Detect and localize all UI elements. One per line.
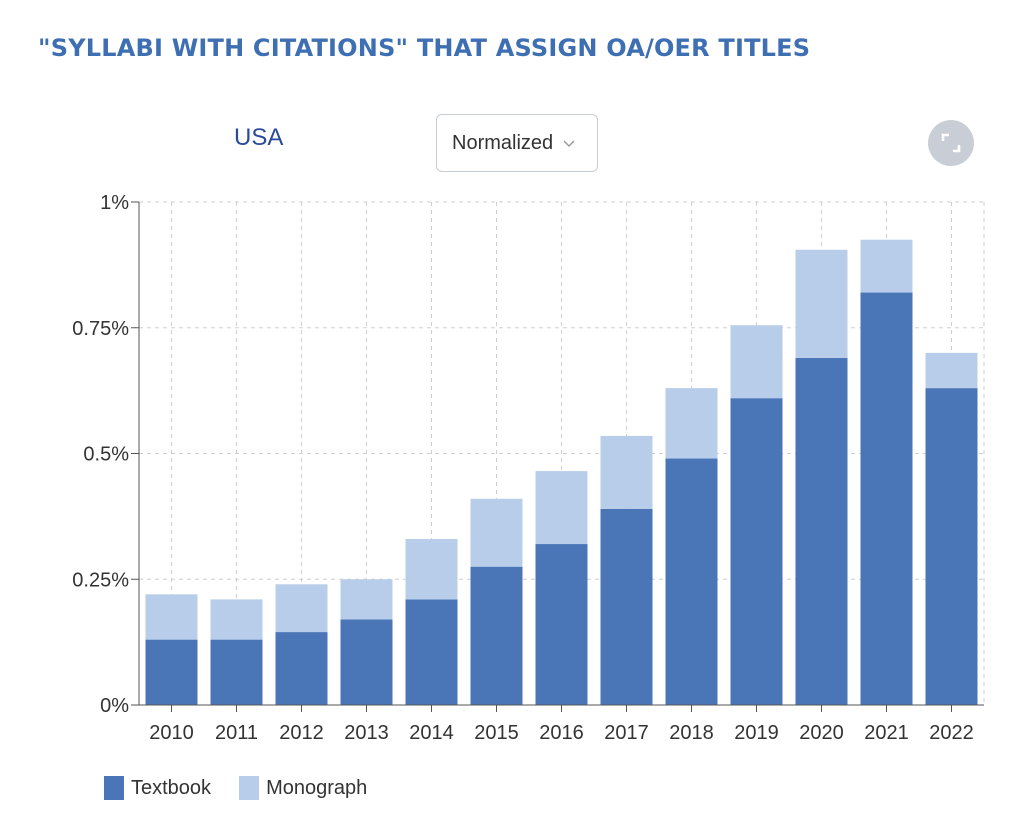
- legend-item-textbook[interactable]: Textbook: [104, 776, 211, 800]
- y-tick-label: 0.25%: [72, 569, 129, 591]
- bar-textbook-2011: [210, 639, 263, 705]
- legend-label-textbook: Textbook: [131, 776, 212, 799]
- x-tick-label: 2014: [409, 722, 454, 744]
- region-label: USA: [234, 124, 284, 151]
- expand-icon: [940, 132, 962, 154]
- y-tick-label: 0.5%: [83, 444, 129, 466]
- bar-monograph-2022: [925, 352, 978, 389]
- normalization-select-value: Normalized: [452, 131, 554, 154]
- bar-textbook-2019: [730, 398, 783, 705]
- bar-textbook-2015: [470, 566, 523, 705]
- bar-monograph-2019: [730, 325, 783, 399]
- x-tick-label: 2017: [604, 722, 649, 744]
- bar-textbook-2022: [925, 388, 978, 705]
- x-tick-label: 2018: [669, 722, 714, 744]
- bar-monograph-2011: [210, 599, 263, 640]
- x-tick-label: 2012: [279, 722, 324, 744]
- x-tick-label: 2019: [734, 722, 779, 744]
- bar-textbook-2020: [795, 357, 848, 705]
- x-tick-label: 2011: [215, 722, 258, 744]
- bar-monograph-2014: [405, 539, 458, 600]
- bar-textbook-2010: [145, 639, 198, 705]
- x-tick-label: 2013: [344, 722, 389, 744]
- bar-monograph-2016: [535, 471, 588, 545]
- bar-textbook-2013: [340, 619, 393, 705]
- y-tick-label: 1%: [100, 192, 129, 214]
- bar-monograph-2012: [275, 584, 328, 633]
- bar-textbook-2018: [665, 458, 718, 705]
- x-tick-label: 2010: [149, 722, 194, 744]
- legend-swatch-monograph: [239, 776, 260, 800]
- legend-swatch-textbook: [104, 776, 124, 800]
- bar-textbook-2021: [860, 292, 913, 705]
- bar-monograph-2018: [665, 388, 718, 459]
- bar-textbook-2017: [600, 508, 653, 705]
- y-tick-label: 0.75%: [72, 318, 129, 340]
- x-tick-label: 2016: [539, 722, 584, 744]
- bar-monograph-2015: [470, 498, 523, 567]
- bar-monograph-2013: [340, 579, 393, 620]
- bar-textbook-2012: [275, 632, 328, 705]
- legend: Textbook Monograph: [104, 776, 395, 800]
- bar-monograph-2021: [860, 239, 913, 293]
- x-tick-label: 2022: [929, 722, 974, 744]
- legend-label-monograph: Monograph: [266, 776, 368, 799]
- y-tick-label: 0%: [100, 695, 129, 717]
- legend-item-monograph[interactable]: Monograph: [239, 776, 367, 800]
- x-tick-label: 2015: [474, 722, 519, 744]
- bar-textbook-2014: [405, 599, 458, 705]
- chart-title: "SYLLABI WITH CITATIONS" THAT ASSIGN OA/…: [38, 34, 811, 62]
- bar-monograph-2017: [600, 435, 653, 509]
- normalization-select[interactable]: Normalized: [436, 114, 598, 172]
- bar-monograph-2020: [795, 249, 848, 358]
- x-tick-label: 2021: [864, 722, 909, 744]
- expand-button[interactable]: [928, 120, 974, 166]
- bar-textbook-2016: [535, 544, 588, 705]
- bar-monograph-2010: [145, 594, 198, 640]
- chevron-down-icon: [562, 136, 576, 150]
- x-tick-label: 2020: [799, 722, 844, 744]
